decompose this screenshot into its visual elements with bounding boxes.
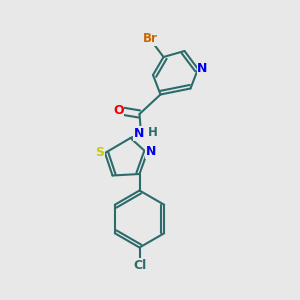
Text: O: O: [113, 104, 124, 118]
Text: N: N: [197, 62, 208, 76]
Text: S: S: [95, 146, 104, 160]
Text: Cl: Cl: [133, 259, 146, 272]
Text: Br: Br: [142, 32, 158, 46]
Text: N: N: [146, 145, 156, 158]
Text: N: N: [134, 127, 144, 140]
Text: H: H: [148, 126, 157, 139]
